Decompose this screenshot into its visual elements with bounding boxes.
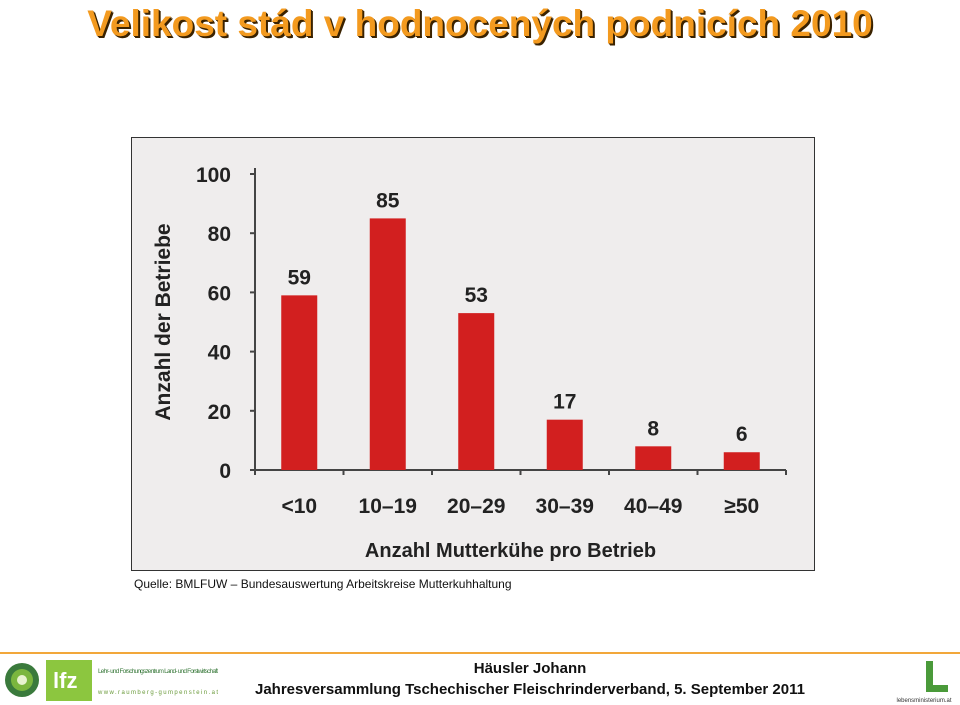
bar-value-label: 17: [553, 391, 576, 414]
x-tick-label: <10: [281, 495, 317, 518]
x-tick-label: 10–19: [359, 495, 417, 518]
y-axis-label: Anzahl der Betriebe: [152, 223, 175, 420]
x-axis-label: Anzahl Mutterkühe pro Betrieb: [365, 540, 656, 562]
bar-chart: 0 20 40 60 80 100 Anzahl der Betriebe 59 <10 85 10…: [131, 137, 815, 571]
lfz-logo-caption: Lehr- und Forschungszentrum Land- und Fo…: [98, 668, 218, 675]
x-tick-label: 40–49: [624, 495, 682, 518]
y-tick-label: 100: [196, 164, 231, 187]
lebensministerium-logo-text: lebensministerium.at: [896, 698, 951, 704]
bar: [635, 446, 672, 470]
footer-event: Jahresversammlung Tschechischer Fleischr…: [255, 681, 805, 698]
bar-value-label: 85: [376, 189, 400, 212]
x-tick-label: ≥50: [724, 495, 759, 518]
bar-value-label: 53: [465, 284, 488, 307]
lebensministerium-logo: lebensministerium.at: [896, 661, 952, 704]
y-tick-label: 60: [208, 282, 231, 305]
chart-svg: 0 20 40 60 80 100 Anzahl der Betriebe 59 <10 85 10…: [152, 164, 787, 562]
lfz-logo-url: www.raumberg-gumpenstein.at: [97, 690, 218, 696]
bar: [281, 295, 318, 470]
bar-value-label: 8: [647, 417, 659, 440]
source-note: Quelle: BMLFUW – Bundesauswertung Arbeit…: [134, 577, 512, 591]
slide-title: Velikost stád v hodnocených podnicích 20…: [87, 3, 873, 44]
bar-value-label: 59: [288, 266, 311, 289]
bar-value-label: 6: [736, 423, 748, 446]
y-tick-label: 20: [208, 401, 231, 424]
footer-divider: [0, 652, 960, 654]
lfz-logo: lfz Lehr- und Forschungszentrum Land- un…: [5, 660, 218, 701]
y-tick-label: 80: [208, 223, 231, 246]
x-tick-label: 20–29: [447, 495, 505, 518]
bar: [723, 452, 760, 470]
bar: [546, 419, 583, 470]
y-tick-label: 0: [219, 460, 231, 483]
bar: [458, 313, 495, 470]
bar: [369, 218, 406, 470]
footer-author: Häusler Johann: [473, 660, 587, 677]
x-tick-label: 30–39: [536, 495, 594, 518]
lfz-logo-text: lfz: [53, 668, 77, 693]
y-tick-label: 40: [208, 342, 231, 365]
